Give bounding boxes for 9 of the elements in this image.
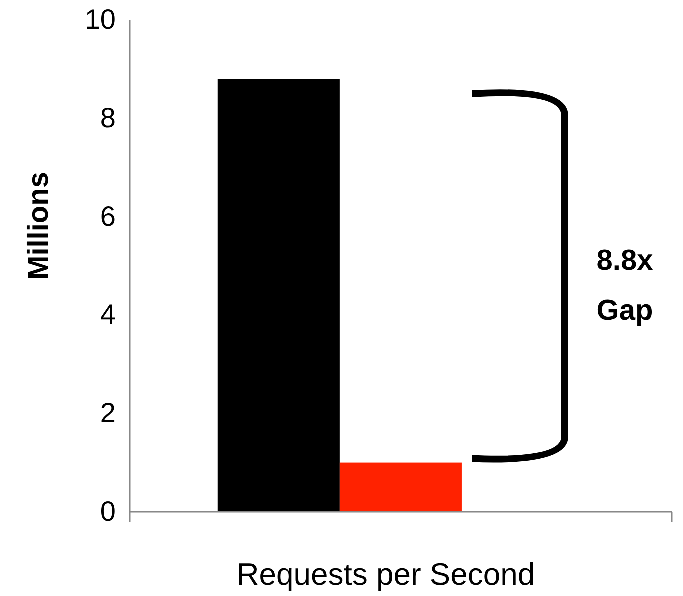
annotation: 8.8x Gap — [596, 245, 654, 327]
y-tick-label: 10 — [84, 4, 116, 35]
y-tick-label: 6 — [100, 200, 116, 232]
y-tick-label: 2 — [100, 398, 116, 429]
y-axis-title: Millions — [23, 172, 55, 280]
y-tick-label: 4 — [100, 299, 116, 330]
y-tick-label: 0 — [100, 496, 116, 527]
x-axis-title: Requests per Second — [236, 557, 536, 592]
y-tick-label: 8 — [100, 102, 116, 134]
